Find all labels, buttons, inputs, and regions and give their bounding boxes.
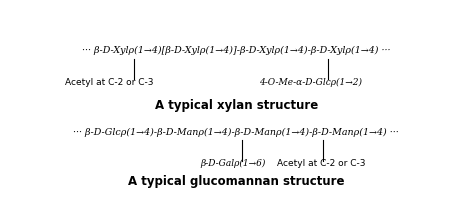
Text: Acetyl at C-2 or C-3: Acetyl at C-2 or C-3: [65, 78, 153, 87]
Text: A typical xylan structure: A typical xylan structure: [154, 99, 318, 111]
Text: A typical glucomannan structure: A typical glucomannan structure: [128, 175, 344, 188]
Text: 4-O-Me-α-D-Glcρ(1→2): 4-O-Me-α-D-Glcρ(1→2): [260, 78, 362, 87]
Text: ··· β-D-Glcρ(1→4)-β-D-Manρ(1→4)-β-D-Manρ(1→4)-β-D-Manρ(1→4) ···: ··· β-D-Glcρ(1→4)-β-D-Manρ(1→4)-β-D-Manρ…: [73, 128, 399, 137]
Text: Acetyl at C-2 or C-3: Acetyl at C-2 or C-3: [278, 159, 366, 168]
Text: β-D-Galρ(1→6): β-D-Galρ(1→6): [201, 159, 266, 168]
Text: ··· β-D-Xylρ(1→4)[β-D-Xylρ(1→4)]-β-D-Xylρ(1→4)-β-D-Xylρ(1→4) ···: ··· β-D-Xylρ(1→4)[β-D-Xylρ(1→4)]-β-D-Xyl…: [82, 46, 390, 55]
